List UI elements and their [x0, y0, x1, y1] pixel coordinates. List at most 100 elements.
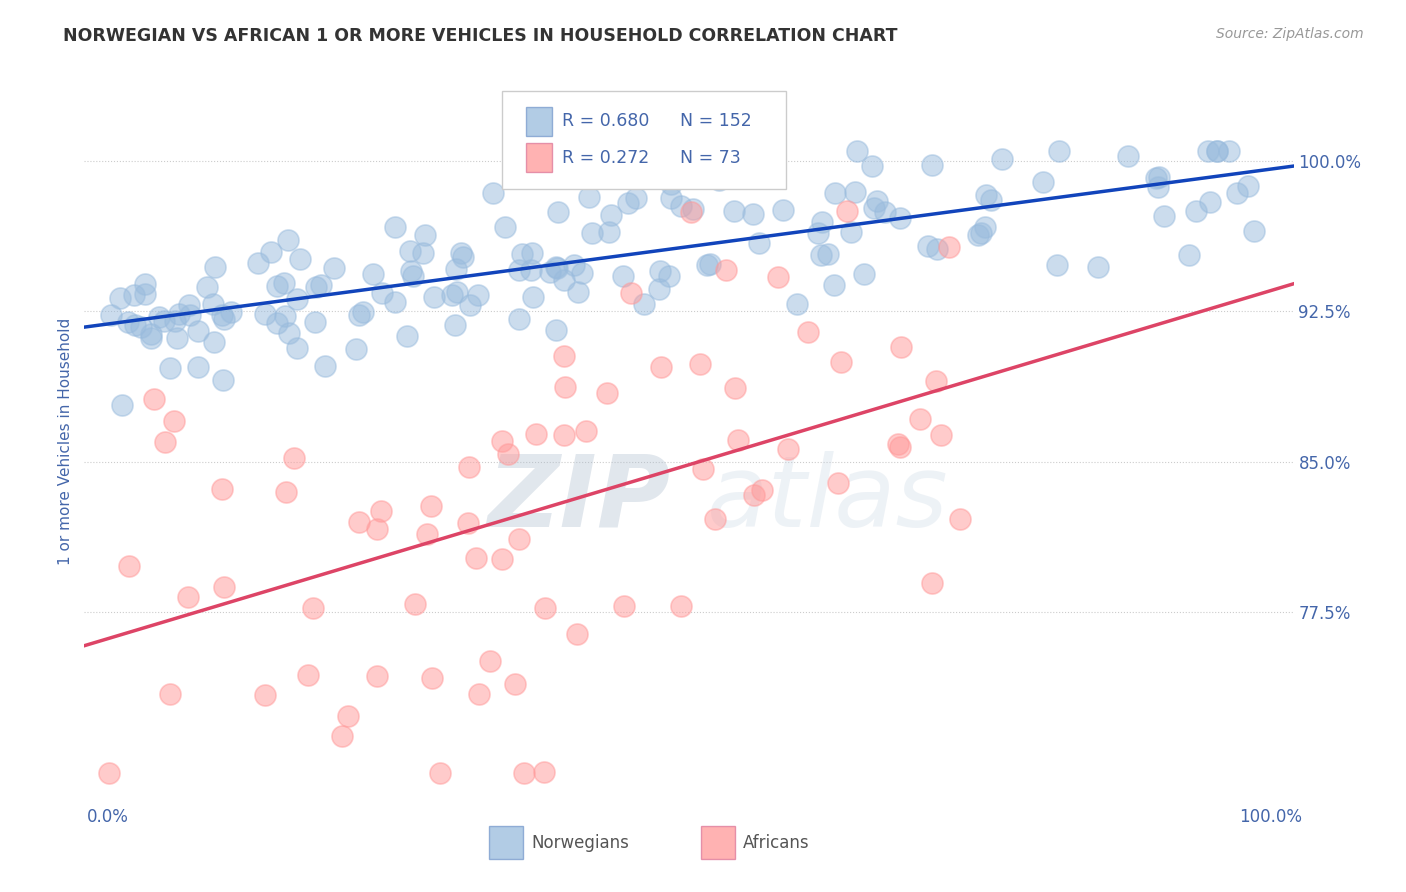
Point	[464, 551, 486, 566]
Point	[1116, 149, 1139, 163]
Point	[544, 260, 567, 274]
Point	[567, 285, 589, 299]
Point	[546, 261, 568, 276]
Point	[446, 285, 468, 299]
Point	[889, 440, 911, 454]
Point	[179, 308, 201, 322]
Point	[337, 708, 360, 723]
Text: N = 73: N = 73	[681, 149, 741, 167]
Point	[650, 360, 672, 375]
Point	[613, 599, 636, 614]
Point	[131, 319, 153, 334]
Point	[776, 442, 799, 457]
Text: R = 0.680: R = 0.680	[562, 112, 650, 130]
Point	[766, 270, 789, 285]
Point	[187, 359, 209, 374]
Point	[810, 248, 832, 262]
Point	[247, 255, 270, 269]
Text: Source: ZipAtlas.com: Source: ZipAtlas.com	[1216, 27, 1364, 41]
Point	[301, 601, 323, 615]
Point	[122, 287, 145, 301]
Point	[967, 228, 990, 243]
Point	[696, 258, 718, 272]
Point	[522, 290, 544, 304]
Point	[111, 398, 134, 412]
Text: NORWEGIAN VS AFRICAN 1 OR MORE VEHICLES IN HOUSEHOLD CORRELATION CHART: NORWEGIAN VS AFRICAN 1 OR MORE VEHICLES …	[63, 27, 898, 45]
Point	[748, 235, 770, 250]
Point	[415, 527, 437, 541]
Point	[1046, 258, 1069, 272]
Point	[163, 314, 186, 328]
Point	[159, 687, 181, 701]
Point	[1047, 144, 1070, 158]
Point	[581, 226, 603, 240]
Bar	[489, 826, 523, 859]
Point	[571, 266, 593, 280]
Point	[817, 247, 839, 261]
Point	[423, 290, 446, 304]
Point	[860, 159, 883, 173]
Point	[420, 671, 443, 685]
Point	[553, 273, 575, 287]
Point	[202, 334, 225, 349]
Point	[429, 765, 451, 780]
Point	[134, 287, 156, 301]
Point	[467, 288, 489, 302]
Point	[600, 208, 623, 222]
Point	[1032, 175, 1054, 189]
Point	[453, 250, 475, 264]
Point	[520, 245, 543, 260]
Bar	[702, 826, 735, 859]
Point	[219, 304, 242, 318]
Point	[508, 311, 530, 326]
Point	[458, 459, 481, 474]
Point	[195, 279, 218, 293]
Point	[1243, 224, 1265, 238]
Point	[371, 286, 394, 301]
Point	[925, 374, 948, 388]
Point	[273, 310, 295, 324]
Point	[415, 228, 437, 243]
Point	[742, 207, 765, 221]
Point	[366, 669, 388, 683]
Point	[478, 654, 501, 668]
Point	[395, 329, 418, 343]
Point	[682, 202, 704, 216]
Point	[1147, 169, 1170, 184]
Point	[1087, 260, 1109, 274]
Point	[97, 765, 120, 780]
Point	[669, 599, 692, 613]
Point	[699, 257, 721, 271]
Point	[163, 414, 186, 428]
Point	[520, 262, 543, 277]
Point	[513, 765, 536, 780]
Point	[727, 433, 749, 447]
Point	[633, 297, 655, 311]
Point	[1198, 194, 1220, 209]
Point	[404, 597, 426, 611]
Point	[457, 516, 479, 531]
Point	[575, 424, 598, 438]
Point	[598, 225, 620, 239]
Point	[353, 305, 375, 319]
Point	[567, 627, 589, 641]
Point	[153, 314, 176, 328]
Point	[661, 178, 683, 192]
Point	[211, 482, 233, 496]
FancyBboxPatch shape	[502, 91, 786, 189]
Text: ZIP: ZIP	[488, 450, 671, 548]
Point	[974, 188, 997, 202]
Point	[253, 688, 276, 702]
Point	[562, 258, 585, 272]
Point	[139, 330, 162, 344]
Text: atlas: atlas	[707, 450, 949, 548]
Point	[212, 373, 235, 387]
Point	[330, 729, 353, 743]
Text: N = 152: N = 152	[681, 112, 752, 130]
Point	[650, 264, 672, 278]
Point	[723, 204, 745, 219]
Text: R = 0.272: R = 0.272	[562, 149, 650, 167]
Point	[344, 342, 367, 356]
Point	[491, 434, 513, 448]
Point	[305, 279, 328, 293]
